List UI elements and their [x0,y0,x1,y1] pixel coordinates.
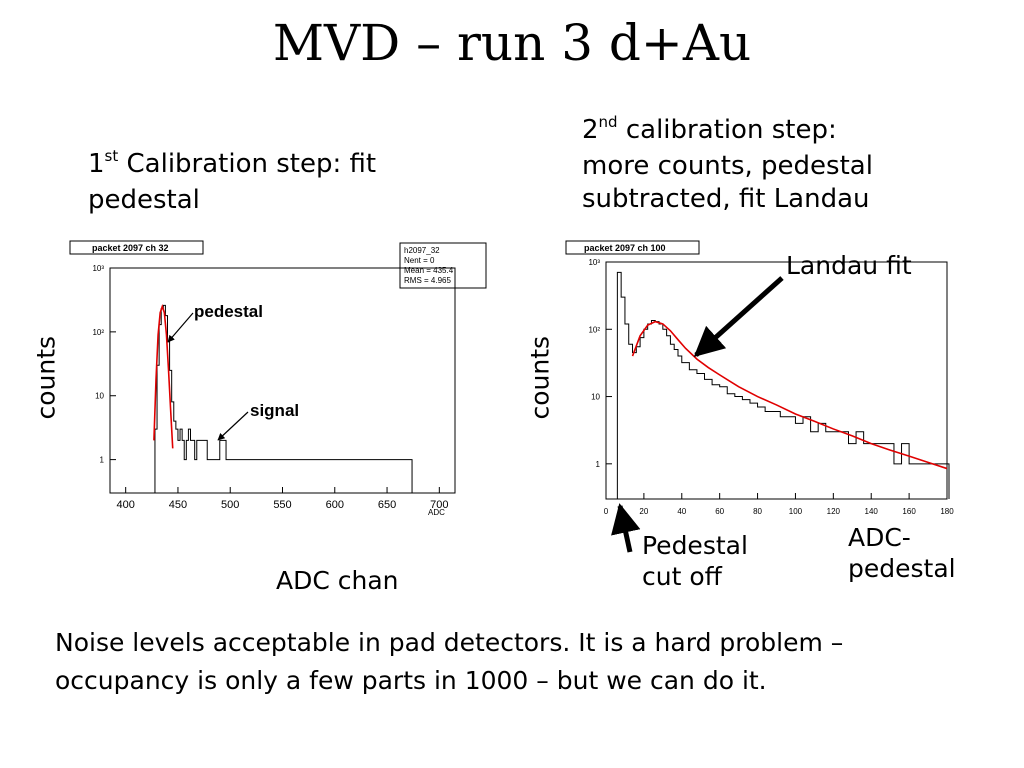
slide-title: MVD – run 3 d+Au [272,14,752,72]
y-tick-label: 10³ [92,264,104,273]
adc-pedestal-line2: pedestal [848,554,956,583]
y-tick-label: 10 [591,393,600,402]
y-tick-label: 1 [100,456,105,465]
left-histogram [154,304,413,493]
x-tick-label: 100 [789,507,803,516]
x-tick-label: 550 [273,499,291,511]
x-tick-label: 20 [639,507,648,516]
right-header-text: packet 2097 ch 100 [584,243,666,253]
right-caption-sup: nd [598,113,618,131]
pedestal-cutoff-label: Pedestal cut off [642,530,748,592]
left-header-text: packet 2097 ch 32 [92,243,169,253]
left-caption: 1st Calibration step: fit pedestal [88,147,377,217]
y-tick-label: 10³ [588,258,600,267]
y-tick-label: 1 [596,460,601,469]
right-caption-text: calibration step: [617,115,837,145]
x-tick-label: 450 [169,499,187,511]
pedestal-arrow [167,312,194,343]
footnote-text: Noise levels acceptable in pad detectors… [55,628,844,695]
y-tick-label: 10² [92,328,104,337]
x-tick-label: 600 [326,499,344,511]
signal-annotation: signal [250,401,299,420]
right-caption-ordinal: 2 [582,115,599,145]
x-tick-label: 60 [715,507,724,516]
y-tick-label: 10² [588,325,600,334]
left-caption-line2: pedestal [88,185,200,215]
x-tick-label: 160 [902,507,916,516]
x-tick-label: 400 [117,499,135,511]
right-caption-line2: more counts, pedestal [582,151,873,181]
left-gaussian-fit [153,303,174,449]
left-chart: packet 2097 ch 32 h2097_32 Nent = 0 Mean… [69,240,487,517]
right-plot-frame [605,261,948,500]
x-tick-label: 500 [221,499,239,511]
signal-arrow [217,411,249,441]
x-tick-label: 80 [753,507,762,516]
adc-pedestal-line1: ADC- [848,523,911,552]
x-tick-label: 140 [865,507,879,516]
landau-arrow [693,276,784,358]
x-tick-label: 0 [604,507,609,516]
stats-rms: RMS = 4.965 [404,276,451,285]
pedestal-cutoff-line2: cut off [642,562,722,591]
right-header-box [565,240,700,255]
adc-pedestal-label: ADC- pedestal [848,522,956,584]
pedestal-cutoff-line1: Pedestal [642,531,748,560]
y-tick-label: 10 [95,392,104,401]
stats-entries: Nent = 0 [404,256,435,265]
x-tick-label: 180 [940,507,954,516]
landau-fit-label: Landau fit [786,251,912,280]
pedestal-cut-arrow [611,503,641,553]
left-caption-sup: st [104,147,119,165]
pedestal-annotation: pedestal [194,302,263,321]
right-chart: packet 2097 ch 100 0 20 40 60 80 100 120 140 160… [565,240,954,553]
right-caption-line3: subtracted, fit Landau [582,184,870,214]
left-caption-text: Calibration step: fit [118,149,377,179]
x-tick-label: 120 [827,507,841,516]
x-tick-label: 40 [677,507,686,516]
stats-name: h2097_32 [404,246,440,255]
x-tick-label: 650 [378,499,396,511]
right-landau-fit [631,320,948,470]
x-tick-label: 700 [430,499,448,511]
right-caption: 2nd calibration step: more counts, pedes… [582,113,873,216]
right-histogram [616,271,950,499]
stats-mean: Mean = 435.4 [404,266,454,275]
left-header-box [69,240,204,255]
left-stats-box [399,242,487,289]
left-caption-ordinal: 1 [88,149,105,179]
adc-chan-label: ADC chan [276,566,399,595]
left-x-axis-label: ADC [428,508,445,517]
